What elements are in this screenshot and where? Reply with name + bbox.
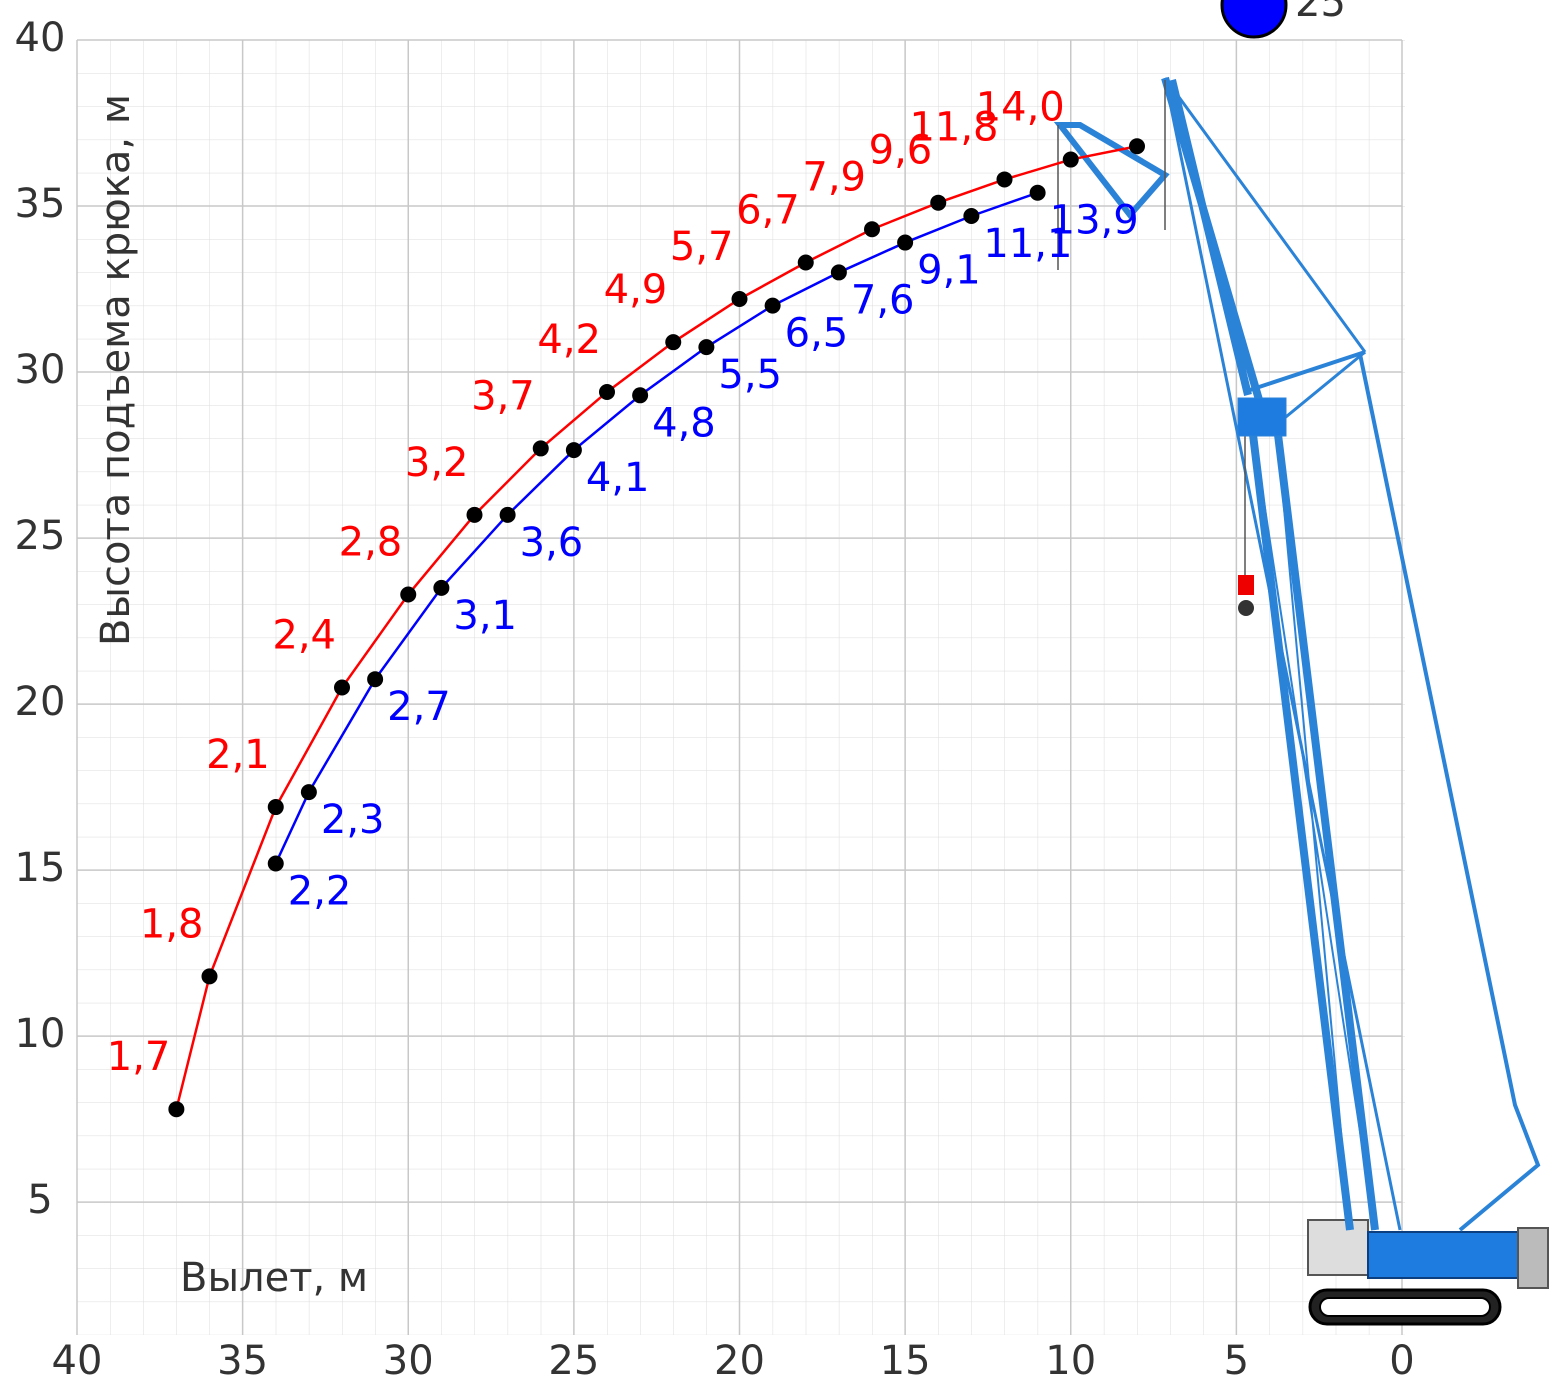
point-label: 1,8 [140, 901, 204, 947]
point-label: 2,1 [206, 732, 270, 778]
data-point [765, 298, 781, 314]
data-point [1129, 138, 1145, 154]
point-label: 7,9 [802, 154, 866, 200]
data-point [599, 384, 615, 400]
y-tick-label: 10 [15, 1011, 66, 1057]
point-label: 2,3 [321, 797, 385, 843]
y-tick-label: 30 [15, 347, 66, 393]
data-point [930, 195, 946, 211]
x-tick-label: 5 [1224, 1338, 1249, 1383]
point-label: 1,7 [107, 1034, 171, 1080]
chart: Вылет, м Высота подъема крюка, м 25° 40 3… [0, 0, 1559, 1383]
data-point [963, 208, 979, 224]
point-label: 4,8 [652, 400, 716, 446]
data-point [1063, 152, 1079, 168]
x-tick-label: 0 [1389, 1338, 1414, 1383]
data-point [732, 291, 748, 307]
point-label: 3,7 [471, 373, 535, 419]
x-tick-label: 40 [52, 1338, 103, 1383]
data-point [831, 264, 847, 280]
data-point [367, 671, 383, 687]
data-point [798, 254, 814, 270]
x-tick-label: 20 [714, 1338, 765, 1383]
data-point [400, 587, 416, 603]
x-tick-label: 25 [548, 1338, 599, 1383]
y-tick-label: 20 [15, 679, 66, 725]
data-point [268, 855, 284, 871]
point-label: 6,7 [736, 187, 800, 233]
x-tick-label: 30 [383, 1338, 434, 1383]
y-tick-label: 35 [15, 181, 66, 227]
y-tick-label: 15 [15, 845, 66, 891]
legend: 25° [1222, 0, 1366, 37]
legend-swatch [1222, 0, 1286, 37]
point-label: 4,1 [586, 455, 650, 501]
point-label: 5,7 [670, 224, 734, 270]
point-label: 5,5 [718, 352, 782, 398]
data-point [268, 799, 284, 815]
y-axis-label: Высота подъема крюка, м [93, 94, 139, 646]
point-label: 6,5 [785, 311, 849, 357]
data-point [566, 442, 582, 458]
point-label: 2,8 [339, 520, 403, 566]
point-label: 3,2 [405, 440, 469, 486]
point-label: 2,7 [387, 684, 451, 730]
x-tick-label: 15 [880, 1338, 931, 1383]
point-label: 3,6 [520, 520, 584, 566]
y-tick-label: 5 [27, 1177, 52, 1223]
data-point [533, 440, 549, 456]
legend-label: 25° [1295, 0, 1366, 26]
data-point [334, 680, 350, 696]
data-point [897, 235, 913, 251]
y-tick-label: 40 [15, 15, 66, 61]
point-label: 13,9 [1050, 198, 1139, 244]
point-label: 2,4 [272, 613, 336, 659]
point-label: 3,1 [453, 593, 517, 639]
point-label: 9,1 [917, 248, 981, 294]
data-point [301, 784, 317, 800]
point-label: 4,9 [604, 267, 668, 313]
data-point [433, 580, 449, 596]
x-tick-label: 35 [217, 1338, 268, 1383]
data-point [864, 221, 880, 237]
data-point [500, 507, 516, 523]
y-tick-label: 25 [15, 513, 66, 559]
data-point [202, 968, 218, 984]
x-axis-label: Вылет, м [180, 1255, 368, 1301]
point-label: 7,6 [851, 277, 915, 323]
data-point [665, 334, 681, 350]
point-label: 2,2 [288, 868, 352, 914]
data-point [997, 171, 1013, 187]
x-tick-label: 10 [1045, 1338, 1096, 1383]
data-point [698, 339, 714, 355]
data-point [168, 1101, 184, 1117]
point-label: 14,0 [976, 85, 1065, 131]
data-point [632, 387, 648, 403]
point-label: 4,2 [537, 317, 601, 363]
data-point [467, 507, 483, 523]
data-point [1030, 185, 1046, 201]
